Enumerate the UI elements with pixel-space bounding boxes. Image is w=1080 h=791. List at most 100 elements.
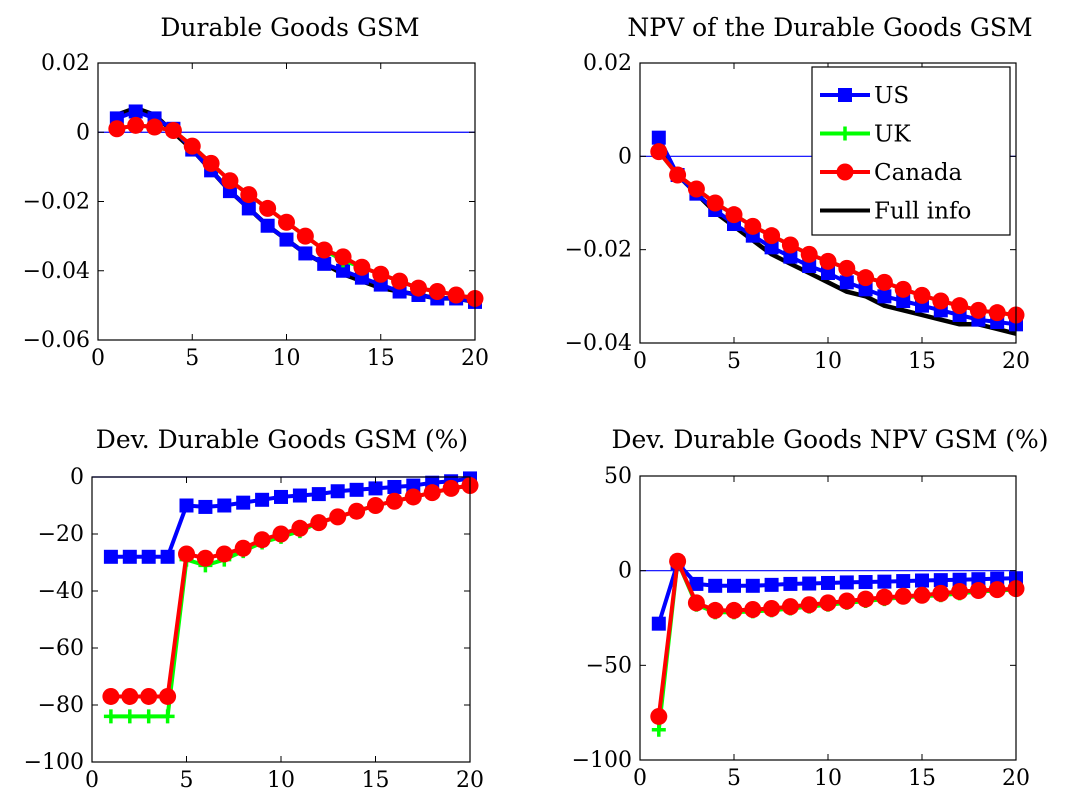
- data-point-canada-9: [253, 531, 271, 549]
- data-point-us-5: [179, 498, 194, 513]
- data-point-us-1: [651, 130, 666, 145]
- x-tick-label: 20: [1002, 766, 1030, 791]
- data-point-us-10: [821, 575, 835, 590]
- data-point-canada-13: [875, 273, 893, 291]
- data-point-canada-16: [391, 272, 409, 290]
- data-point-us-3: [689, 576, 704, 591]
- data-point-us-13: [336, 263, 351, 278]
- data-point-us-13: [877, 574, 892, 589]
- data-point-canada-9: [259, 199, 277, 217]
- data-point-canada-10: [272, 525, 290, 543]
- legend-marker-us: [838, 88, 852, 102]
- data-point-canada-6: [744, 600, 762, 618]
- x-tick-label: 15: [362, 768, 390, 791]
- data-point-canada-11: [838, 259, 856, 277]
- data-point-canada-15: [913, 286, 931, 304]
- data-point-us-18: [971, 572, 986, 587]
- legend-marker-uk: [838, 126, 852, 141]
- data-point-uk-3: [141, 709, 156, 724]
- y-tick-label: 0.02: [41, 51, 90, 76]
- data-point-uk-1: [103, 709, 118, 724]
- data-point-canada-1: [102, 687, 120, 705]
- data-point-uk-1: [651, 722, 666, 737]
- chart-title: NPV of the Durable Goods GSM: [627, 13, 1032, 42]
- x-tick-label: 20: [1002, 349, 1030, 374]
- x-tick-label: 0: [633, 349, 647, 374]
- data-point-us-8: [241, 201, 256, 216]
- data-point-canada-3: [140, 687, 158, 705]
- x-tick-label: 5: [185, 346, 199, 371]
- legend-item: Full info: [820, 199, 971, 225]
- data-point-us-11: [292, 488, 307, 503]
- y-tick-label: −80: [38, 693, 84, 718]
- data-point-us-16: [933, 573, 948, 588]
- chart-panel-4: Dev. Durable Goods NPV GSM (%) 0 5 10 15 20 −1…: [572, 425, 1049, 791]
- legend-item: Canada: [820, 160, 963, 186]
- data-point-canada-16: [932, 292, 950, 310]
- data-point-canada-12: [857, 590, 875, 608]
- series-group: [108, 104, 484, 309]
- data-point-canada-4: [159, 687, 177, 705]
- data-point-us-17: [952, 572, 967, 587]
- series-line-uk: [110, 483, 471, 719]
- data-point-us-8: [783, 576, 798, 591]
- data-point-canada-13: [329, 508, 347, 526]
- data-point-us-12: [858, 575, 873, 590]
- data-point-us-6: [745, 578, 760, 593]
- data-point-us-15: [368, 481, 383, 496]
- data-point-us-14: [896, 294, 911, 308]
- data-point-canada-19: [988, 304, 1006, 322]
- data-point-canada-18: [969, 582, 987, 600]
- data-point-canada-5: [178, 545, 195, 563]
- chart-panel-1: Durable Goods GSM 0 5 10 15 20 −0.06 −0.04 −0.02…: [23, 13, 489, 371]
- data-point-uk-2: [122, 709, 137, 724]
- data-point-canada-17: [951, 297, 969, 315]
- data-point-canada-5: [725, 206, 743, 224]
- data-point-canada-6: [196, 549, 214, 567]
- series-group: [650, 552, 1025, 737]
- x-tick-label: 5: [727, 766, 741, 791]
- data-point-canada-7: [763, 600, 781, 618]
- data-point-canada-19: [442, 479, 460, 497]
- x-tick-label: 15: [908, 349, 936, 374]
- data-point-us-9: [260, 218, 275, 233]
- series-line-us: [116, 109, 476, 304]
- data-point-canada-11: [296, 227, 314, 245]
- data-point-canada-12: [310, 514, 328, 532]
- data-point-canada-4: [164, 122, 182, 140]
- data-point-canada-16: [385, 492, 403, 510]
- chart-title: Dev. Durable Goods GSM (%): [96, 425, 468, 454]
- legend-label: Full info: [874, 199, 971, 225]
- x-tick-label: 5: [180, 768, 194, 791]
- legend-marker-canada: [836, 163, 854, 181]
- data-point-canada-19: [988, 581, 1006, 599]
- y-tick-label: −50: [586, 653, 632, 678]
- data-point-us-11: [839, 575, 854, 590]
- data-point-canada-13: [875, 588, 893, 606]
- data-point-us-12: [317, 256, 332, 271]
- data-point-us-9: [255, 492, 270, 507]
- x-tick-label: 10: [267, 768, 295, 791]
- data-point-us-6: [198, 499, 213, 514]
- data-point-canada-17: [409, 279, 427, 297]
- legend-item: UK: [820, 122, 911, 148]
- data-point-us-11: [298, 246, 313, 261]
- data-point-uk-4: [160, 709, 175, 724]
- data-point-canada-3: [146, 118, 164, 136]
- x-tick-label: 0: [633, 766, 647, 791]
- legend-item: US: [820, 83, 909, 109]
- data-point-us-17: [406, 478, 421, 493]
- data-point-us-10: [821, 266, 835, 280]
- x-tick-label: 15: [908, 766, 936, 791]
- data-point-us-16: [387, 479, 402, 494]
- y-tick-label: −0.04: [565, 331, 632, 356]
- data-point-canada-17: [951, 582, 969, 600]
- legend: US UK Canada Full info: [811, 66, 1011, 236]
- data-point-canada-4: [706, 601, 724, 619]
- data-point-canada-12: [857, 269, 875, 287]
- data-point-canada-1: [650, 143, 668, 161]
- data-point-canada-8: [781, 598, 799, 616]
- data-point-us-2: [128, 104, 143, 119]
- data-point-us-9: [802, 576, 817, 591]
- data-point-canada-7: [215, 545, 233, 563]
